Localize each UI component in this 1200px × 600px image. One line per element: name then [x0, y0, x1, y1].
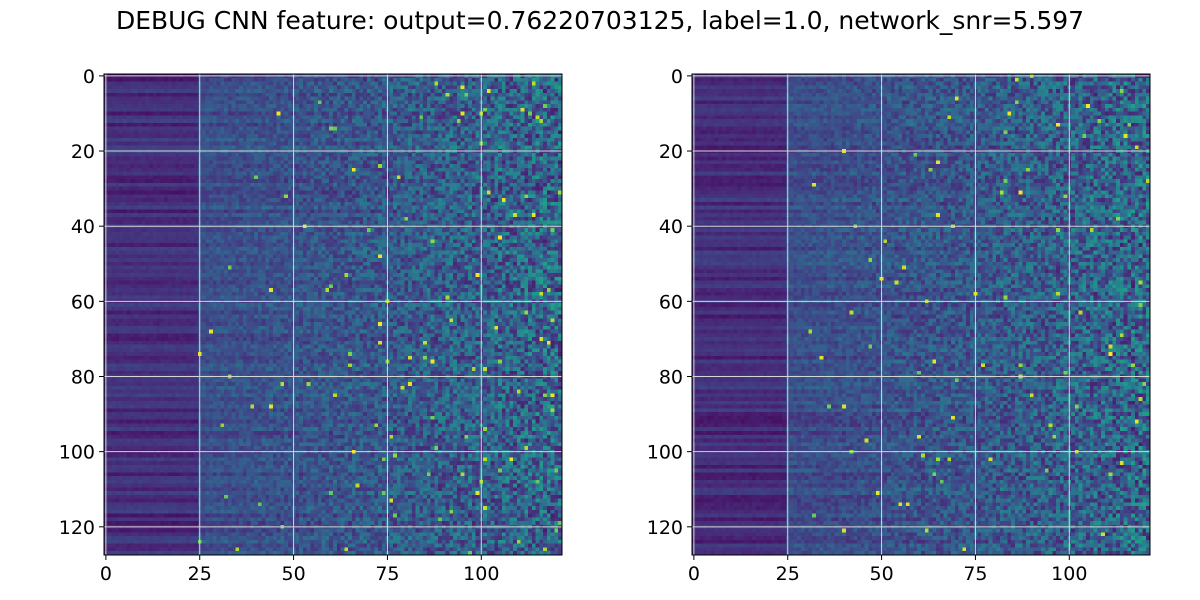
- x-tick-label-0-left: 0: [100, 563, 112, 585]
- x-tick-label-50-right: 50: [869, 563, 893, 585]
- x-tick-label-75-left: 75: [375, 563, 399, 585]
- axes-frame-right: [691, 73, 1151, 556]
- y-tick-label-40-left: 40: [71, 216, 95, 238]
- figure-title: DEBUG CNN feature: output=0.76220703125,…: [115, 6, 1085, 35]
- x-tick-label-25-right: 25: [776, 563, 800, 585]
- y-tick-label-120-left: 120: [59, 517, 95, 539]
- heatmap-cells-left: [104, 74, 562, 555]
- x-tick-label-0-right: 0: [688, 563, 700, 585]
- x-tick-label-50-left: 50: [281, 563, 305, 585]
- y-tick-label-40-right: 40: [659, 216, 683, 238]
- y-tick-label-20-left: 20: [71, 141, 95, 163]
- x-tick-label-25-left: 25: [188, 563, 212, 585]
- y-tick-label-60-left: 60: [71, 291, 95, 313]
- axes-frame-left: [103, 73, 563, 556]
- y-tick-label-0-left: 0: [83, 66, 95, 88]
- y-tick-label-80-left: 80: [71, 367, 95, 389]
- x-tick-label-100-right: 100: [1051, 563, 1087, 585]
- y-tick-label-0-right: 0: [671, 66, 683, 88]
- y-tick-label-20-right: 20: [659, 141, 683, 163]
- x-tick-label-100-left: 100: [463, 563, 499, 585]
- y-tick-label-80-right: 80: [659, 367, 683, 389]
- y-tick-label-120-right: 120: [647, 517, 683, 539]
- y-tick-label-100-left: 100: [59, 442, 95, 464]
- heatmap-cells-right: [692, 74, 1150, 555]
- y-tick-label-100-right: 100: [647, 442, 683, 464]
- x-tick-label-75-right: 75: [963, 563, 987, 585]
- y-tick-label-60-right: 60: [659, 291, 683, 313]
